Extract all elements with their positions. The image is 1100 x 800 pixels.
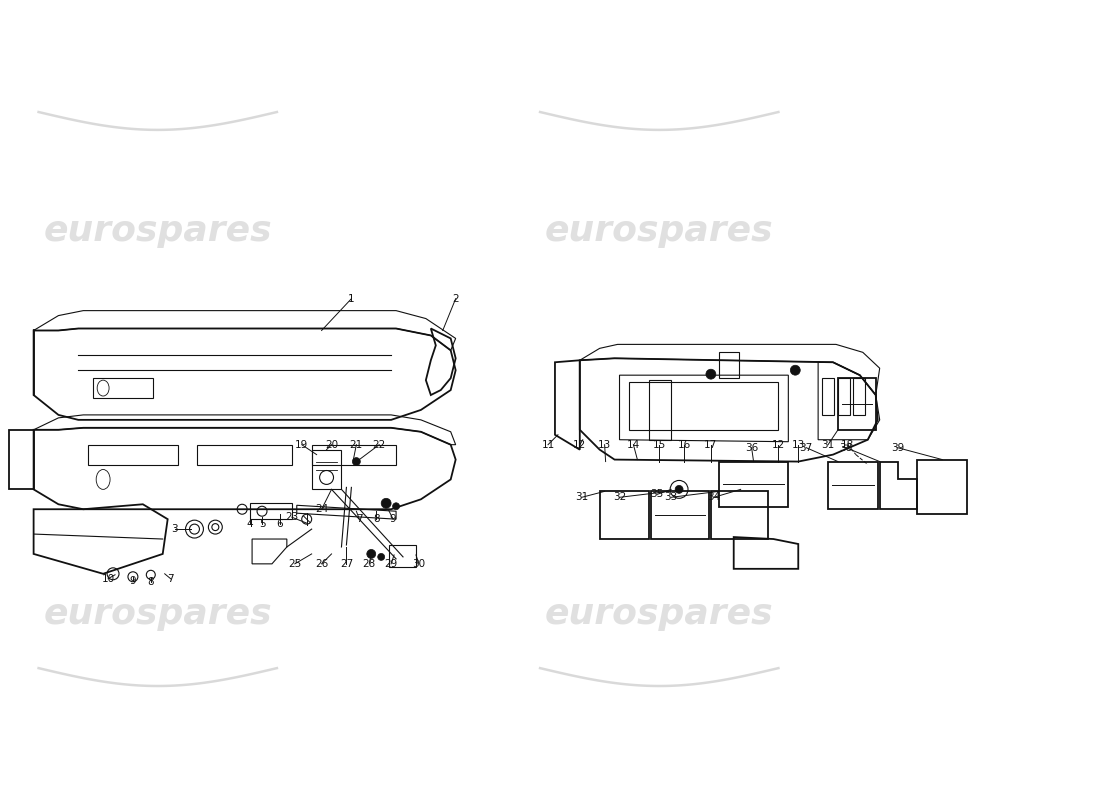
Text: 27: 27 bbox=[340, 559, 353, 569]
Text: 18: 18 bbox=[842, 440, 855, 450]
Text: 16: 16 bbox=[678, 440, 691, 450]
Text: 22: 22 bbox=[373, 440, 386, 450]
Text: 14: 14 bbox=[627, 440, 640, 450]
Text: 29: 29 bbox=[385, 559, 398, 569]
Text: 23: 23 bbox=[285, 512, 298, 522]
Text: 26: 26 bbox=[315, 559, 328, 569]
Text: 1: 1 bbox=[348, 294, 354, 304]
Text: 7: 7 bbox=[167, 574, 174, 584]
Text: eurospares: eurospares bbox=[43, 597, 272, 630]
Text: 19: 19 bbox=[295, 440, 308, 450]
Text: 36: 36 bbox=[745, 442, 758, 453]
Text: 9: 9 bbox=[389, 514, 396, 524]
Circle shape bbox=[352, 458, 361, 466]
Text: 33: 33 bbox=[664, 492, 678, 502]
Text: 8: 8 bbox=[147, 577, 154, 586]
Text: 12: 12 bbox=[772, 440, 785, 450]
Text: 8: 8 bbox=[373, 514, 380, 524]
Text: 39: 39 bbox=[891, 442, 904, 453]
Text: 24: 24 bbox=[315, 504, 328, 514]
Text: 11: 11 bbox=[541, 440, 554, 450]
Text: 15: 15 bbox=[652, 440, 666, 450]
Text: 3: 3 bbox=[172, 524, 178, 534]
Text: 31: 31 bbox=[822, 440, 835, 450]
Text: 30: 30 bbox=[412, 559, 426, 569]
Text: 35: 35 bbox=[650, 490, 664, 499]
Text: 12: 12 bbox=[573, 440, 586, 450]
Text: 32: 32 bbox=[613, 492, 626, 502]
Circle shape bbox=[706, 370, 716, 379]
Text: 20: 20 bbox=[324, 440, 338, 450]
Circle shape bbox=[382, 498, 392, 508]
Text: eurospares: eurospares bbox=[544, 214, 773, 248]
Text: 9: 9 bbox=[130, 576, 136, 586]
Text: 4: 4 bbox=[246, 519, 253, 529]
Text: eurospares: eurospares bbox=[43, 214, 272, 248]
Text: 5: 5 bbox=[258, 519, 265, 529]
Text: 25: 25 bbox=[288, 559, 301, 569]
Text: 28: 28 bbox=[363, 559, 376, 569]
Text: 7: 7 bbox=[356, 514, 363, 524]
Text: 13: 13 bbox=[792, 440, 805, 450]
Text: 38: 38 bbox=[839, 442, 853, 453]
Text: 6: 6 bbox=[276, 519, 283, 529]
Text: 2: 2 bbox=[452, 294, 459, 304]
Text: 13: 13 bbox=[598, 440, 612, 450]
Text: 34: 34 bbox=[707, 492, 721, 502]
Text: eurospares: eurospares bbox=[544, 597, 773, 630]
Circle shape bbox=[675, 486, 683, 494]
Circle shape bbox=[393, 502, 399, 510]
Text: 37: 37 bbox=[800, 442, 813, 453]
Text: 21: 21 bbox=[350, 440, 363, 450]
Circle shape bbox=[377, 554, 385, 560]
Circle shape bbox=[366, 550, 376, 558]
Text: 17: 17 bbox=[704, 440, 717, 450]
Text: 10: 10 bbox=[101, 574, 114, 584]
Text: 31: 31 bbox=[575, 492, 589, 502]
Circle shape bbox=[790, 366, 801, 375]
